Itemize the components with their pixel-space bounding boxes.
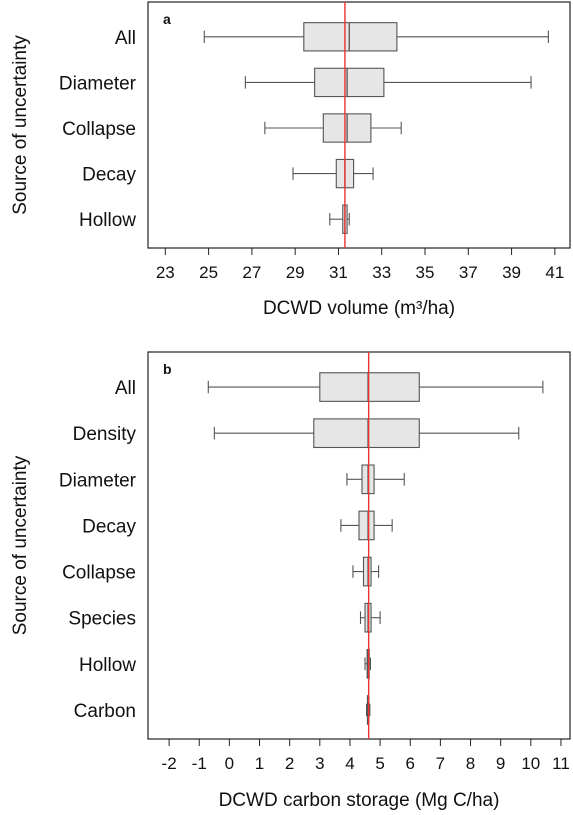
box-iqr [313, 418, 420, 449]
x-tick-label: 33 [372, 263, 391, 282]
category-label-density: Density [73, 424, 137, 445]
box-iqr [362, 556, 372, 587]
x-tick-label: 23 [156, 263, 175, 282]
category-label-all: All [115, 28, 136, 49]
x-tick-label: 5 [375, 754, 384, 773]
x-tick-label: 0 [225, 754, 234, 773]
box-iqr [358, 510, 375, 541]
x-tick-label: 2 [285, 754, 294, 773]
plot-frame [147, 351, 571, 740]
x-tick-label: -1 [192, 754, 207, 773]
box-iqr [319, 372, 420, 402]
category-label-all: All [115, 378, 136, 399]
x-tick-label: 1 [255, 754, 264, 773]
panel-label: a [163, 11, 171, 27]
category-label-collapse: Collapse [62, 563, 136, 584]
category-label-decay: Decay [82, 516, 136, 537]
category-label-carbon: Carbon [74, 701, 136, 722]
box-hollow [364, 648, 372, 679]
panel-label: b [163, 361, 172, 377]
box-hollow [329, 204, 350, 234]
plot-frame [147, 1, 571, 249]
category-label-hollow: Hollow [79, 655, 136, 676]
x-tick-label: 7 [436, 754, 445, 773]
x-tick-label: 9 [496, 754, 505, 773]
x-tick-label: 8 [466, 754, 475, 773]
box-density [213, 418, 520, 449]
x-tick-label: 25 [199, 263, 218, 282]
x-tick-label: 35 [416, 263, 435, 282]
x-tick-label: 3 [315, 754, 324, 773]
category-label-diameter: Diameter [59, 73, 137, 94]
category-label-hollow: Hollow [79, 210, 136, 231]
category-label-decay: Decay [82, 165, 136, 186]
category-label-diameter: Diameter [59, 470, 137, 491]
x-tick-label: 39 [502, 263, 521, 282]
x-axis-title: DCWD volume (m³/ha) [263, 298, 455, 319]
category-label-collapse: Collapse [62, 119, 136, 140]
x-tick-label: 41 [545, 263, 564, 282]
x-tick-label: 11 [552, 754, 570, 773]
y-axis-title: Source of uncertainty [10, 35, 31, 215]
box-decay [340, 510, 393, 541]
x-tick-label: 37 [459, 263, 478, 282]
x-tick-label: 4 [345, 754, 354, 773]
x-tick-label: -2 [162, 754, 177, 773]
y-axis-title: Source of uncertainty [10, 455, 31, 635]
box-diameter [346, 464, 405, 495]
x-tick-label: 31 [329, 263, 348, 282]
box-all [203, 22, 549, 52]
box-iqr [303, 22, 398, 52]
chart-panel-b: b All Density Diameter Decay Collapse Species H… [10, 351, 571, 811]
box-diameter [244, 67, 532, 98]
chart-panel-a: a All Diameter Collapse Decay Hollow 23 25 27 29 3… [10, 1, 571, 319]
x-tick-label: 29 [286, 263, 305, 282]
x-tick-label: 27 [242, 263, 261, 282]
box-iqr [314, 67, 385, 98]
box-species [359, 602, 381, 633]
x-axis-title: DCWD carbon storage (Mg C/ha) [219, 790, 500, 810]
x-tick-label: 6 [406, 754, 415, 773]
box-collapse [264, 113, 402, 143]
box-decay [292, 158, 374, 189]
box-collapse [352, 556, 380, 587]
category-label-species: Species [68, 609, 136, 630]
box-all [207, 372, 544, 402]
x-tick-label: 10 [521, 754, 540, 773]
